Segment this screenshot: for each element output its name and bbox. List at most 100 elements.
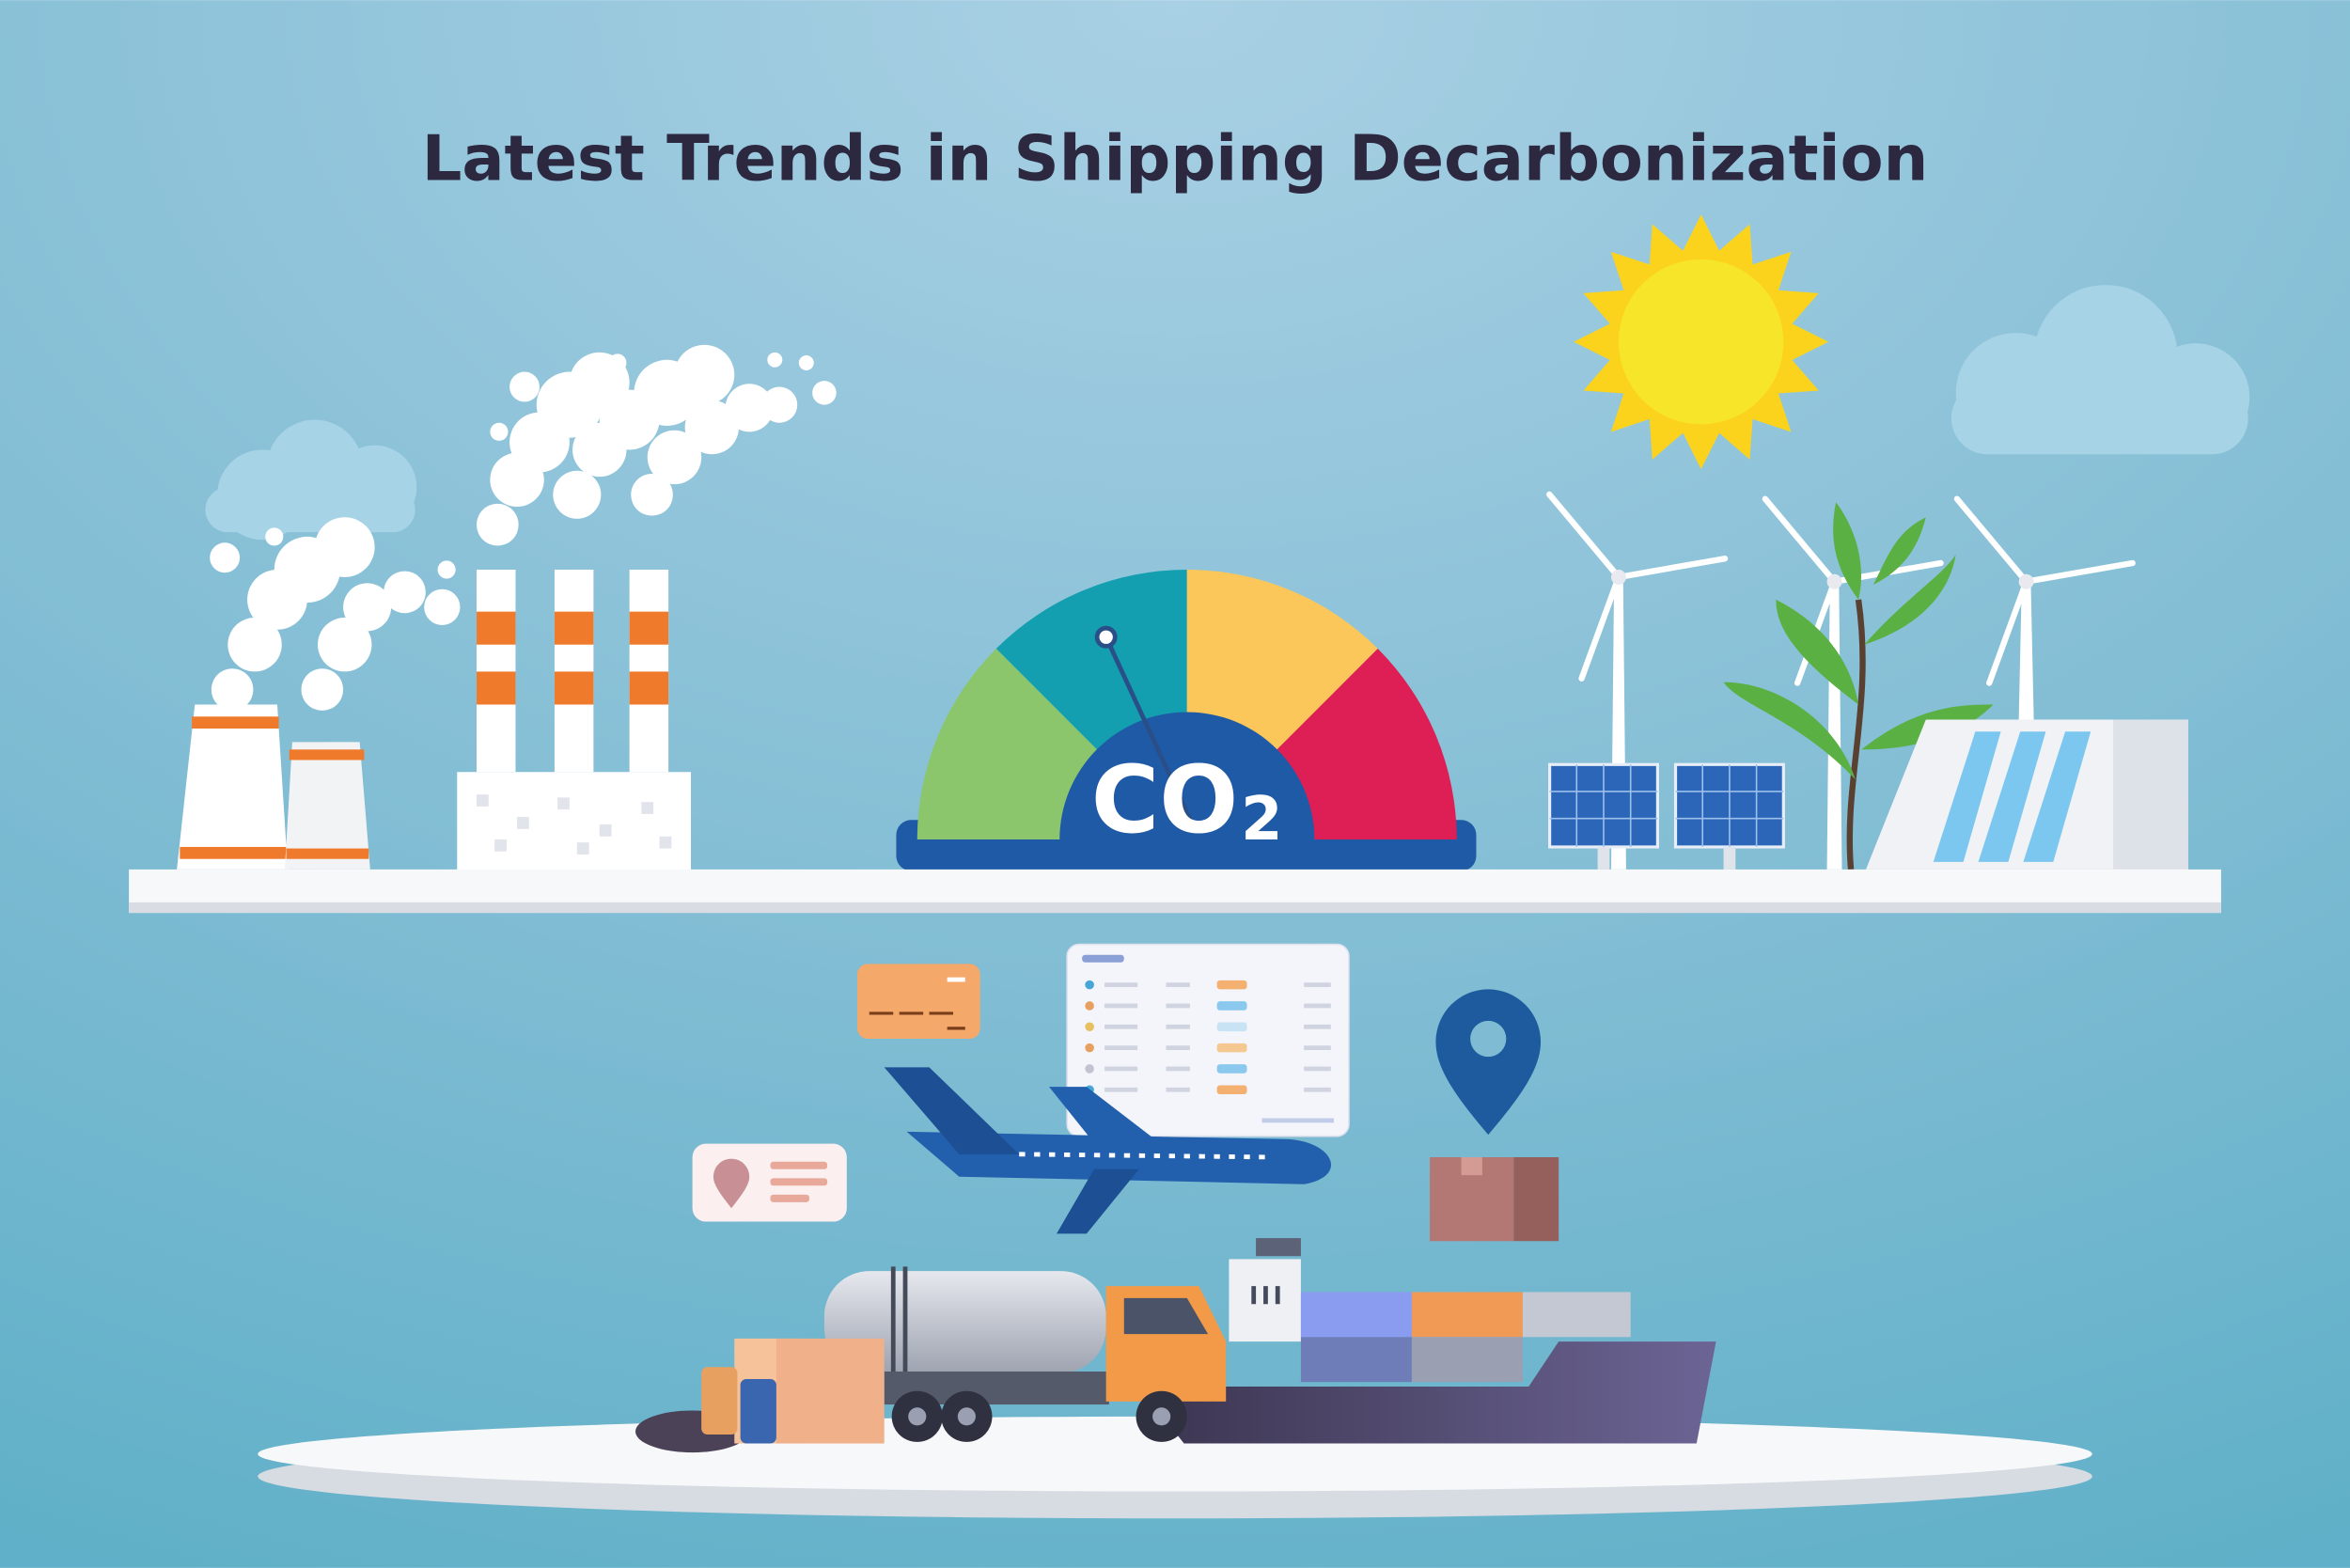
factory-part [554, 570, 594, 773]
wind-turbines-part [2018, 573, 2034, 589]
tracking-panel-part-part [1304, 1024, 1331, 1029]
tracking-panel-part-part [1166, 1024, 1190, 1029]
factory-part-part [477, 671, 516, 705]
wind-turbines-part [1953, 495, 2029, 585]
address-card [692, 1143, 847, 1222]
payment-card-part [856, 964, 980, 1040]
tracking-panel-part-part [1104, 1066, 1138, 1072]
tracking-panel-part-part [1304, 1003, 1331, 1009]
cargo-ship-part [1300, 1337, 1412, 1383]
tracking-panel-part-part [1085, 1064, 1094, 1074]
smoke-part [210, 542, 241, 573]
factory-part [457, 772, 692, 871]
address-card-part [770, 1161, 828, 1202]
payment-card-part [869, 1011, 965, 1030]
wind-turbines-part [1615, 556, 1729, 581]
factory-part-part [576, 842, 589, 855]
cargo-ship-part [1256, 1238, 1301, 1257]
co2-gauge-part [1104, 635, 1198, 834]
hydro-dam-part [2113, 719, 2188, 870]
tracking-panel-part-part [1216, 1085, 1247, 1095]
tracking-panel-part-part [1216, 1001, 1247, 1011]
co2-gauge-part [1094, 625, 1118, 649]
wind-turbines-part [1610, 570, 1626, 585]
airplane-part [1057, 1168, 1139, 1234]
tracking-panel-part-part [1166, 1045, 1190, 1051]
factory-part-part [629, 671, 669, 705]
smoke-part [227, 618, 282, 672]
smoke-part [490, 422, 509, 441]
tanker-truck-part [890, 1266, 908, 1372]
tracking-panel-part-part [1085, 1022, 1094, 1032]
wind-turbines-part [2023, 559, 2136, 585]
smoke-part [301, 668, 344, 711]
smoke-part [553, 470, 602, 519]
factory-part-part [517, 817, 529, 829]
location-pin-part [1470, 1020, 1507, 1058]
airplane [884, 1067, 1331, 1234]
airplane-part [1019, 1152, 1275, 1160]
tracking-panel-part-part [1166, 1087, 1190, 1092]
smoke-part [265, 527, 284, 546]
smoke-part [477, 503, 519, 546]
smoke-part [684, 400, 740, 455]
smoke-part [318, 618, 372, 672]
factory-part [286, 848, 369, 859]
tracking-panel-part-part [1304, 1045, 1331, 1051]
wind-turbines-part [1546, 491, 1622, 581]
cloud-part [205, 487, 415, 533]
smoke-part [437, 560, 456, 579]
hydro-dam-part-part [2023, 731, 2092, 862]
sun-part [1618, 259, 1784, 425]
smoke-part [343, 583, 392, 632]
hydro-dam-part [1933, 731, 2092, 862]
factory-part [180, 846, 287, 859]
factory-part [284, 742, 370, 870]
sun [1574, 214, 1829, 470]
payment-card-part [947, 977, 965, 982]
wind-turbines-part [2018, 581, 2034, 720]
tracking-panel-part [1085, 980, 1335, 1123]
smoke-part [424, 588, 461, 625]
cargo-boxes-part [740, 1378, 776, 1444]
cargo-ship-part-part [1251, 1286, 1257, 1305]
factory-part [477, 570, 516, 773]
smoke-part [384, 571, 426, 614]
factory-part-part [554, 671, 594, 705]
hydro-dam-part-part [1978, 731, 2046, 862]
cargo-boxes-part [701, 1367, 738, 1435]
location-pin [1435, 989, 1542, 1136]
plant-part [1846, 599, 1866, 870]
address-card-part [713, 1158, 750, 1209]
tanker-truck-part [1152, 1407, 1171, 1426]
factory-part [477, 611, 669, 705]
tracking-panel-part-part [1304, 1087, 1331, 1092]
smoke-part [509, 371, 540, 402]
factory-part-part [557, 797, 570, 810]
tracking-panel-part-part [1216, 1043, 1247, 1053]
tracking-panel-part [1082, 954, 1124, 963]
factory-part-part [477, 611, 516, 645]
solar-panels-part [1549, 764, 1784, 847]
smoke-part [767, 352, 783, 368]
tracking-panel-part-part [1104, 1045, 1138, 1051]
location-pin-part [1435, 989, 1542, 1136]
hydro-dam-part-part [1933, 731, 2001, 862]
tracking-panel-part-part [1304, 1066, 1331, 1072]
factory-part-part [477, 794, 489, 807]
tracking-panel-part-part [1104, 1003, 1138, 1009]
airplane-part [1049, 1087, 1184, 1162]
smoke-part [760, 386, 798, 423]
page-title: Latest Trends in Shipping Decarbonizatio… [422, 121, 1929, 195]
smoke-part [314, 517, 375, 577]
cargo-ship [1138, 1238, 1716, 1444]
smoke-part [647, 430, 702, 485]
factory [177, 570, 692, 871]
airplane-part [884, 1067, 1020, 1154]
cargo-ship-part [1522, 1292, 1631, 1338]
tracking-panel-part-part [1216, 980, 1247, 990]
parcel-part [1513, 1157, 1559, 1242]
plant-part-part [1872, 517, 1926, 585]
parcel [1430, 1157, 1559, 1242]
factory-part-part [494, 839, 507, 852]
